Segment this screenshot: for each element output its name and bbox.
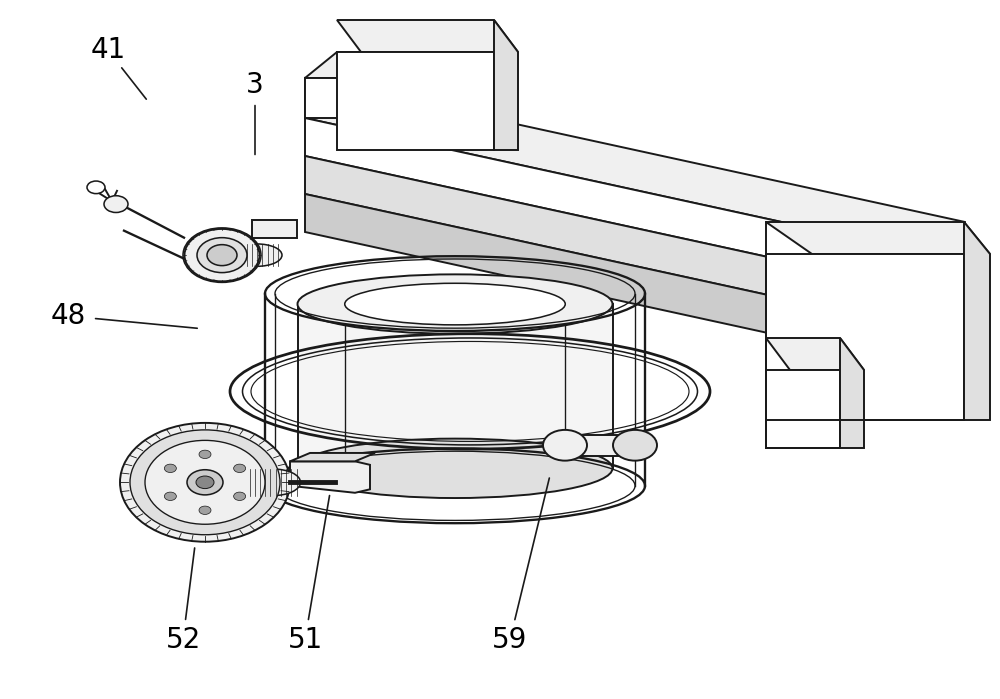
Text: 52: 52: [165, 626, 201, 654]
Polygon shape: [305, 118, 965, 300]
Text: 59: 59: [492, 626, 528, 654]
Ellipse shape: [232, 244, 282, 266]
Circle shape: [207, 245, 237, 266]
Ellipse shape: [197, 238, 247, 273]
Text: 51: 51: [287, 626, 323, 654]
Polygon shape: [964, 222, 990, 420]
Circle shape: [130, 430, 280, 535]
Circle shape: [164, 464, 176, 473]
Text: 41: 41: [90, 36, 126, 64]
Polygon shape: [305, 78, 965, 262]
Circle shape: [104, 196, 128, 212]
Polygon shape: [305, 156, 965, 338]
Circle shape: [234, 492, 246, 500]
Polygon shape: [766, 254, 964, 420]
Circle shape: [543, 430, 587, 461]
Polygon shape: [290, 461, 370, 493]
Polygon shape: [494, 20, 518, 150]
Text: 48: 48: [50, 302, 86, 330]
Circle shape: [199, 450, 211, 459]
Circle shape: [87, 181, 105, 194]
Polygon shape: [305, 194, 965, 376]
Ellipse shape: [345, 283, 565, 325]
Text: 3: 3: [246, 71, 264, 99]
Polygon shape: [305, 78, 494, 118]
Circle shape: [120, 423, 290, 542]
Polygon shape: [766, 222, 990, 254]
Circle shape: [164, 492, 176, 500]
Circle shape: [199, 506, 211, 514]
Polygon shape: [766, 338, 864, 370]
Circle shape: [196, 476, 214, 489]
Polygon shape: [337, 52, 494, 150]
Ellipse shape: [298, 275, 612, 334]
Ellipse shape: [184, 229, 260, 281]
Polygon shape: [290, 453, 375, 461]
Circle shape: [234, 464, 246, 473]
Polygon shape: [565, 435, 628, 456]
Polygon shape: [766, 370, 840, 448]
Ellipse shape: [298, 439, 612, 498]
Polygon shape: [298, 304, 612, 468]
Circle shape: [145, 440, 265, 524]
Circle shape: [613, 430, 657, 461]
Polygon shape: [337, 20, 518, 52]
Ellipse shape: [246, 469, 300, 496]
Circle shape: [187, 470, 223, 495]
Polygon shape: [840, 338, 864, 448]
Polygon shape: [252, 220, 297, 238]
Polygon shape: [305, 52, 494, 78]
